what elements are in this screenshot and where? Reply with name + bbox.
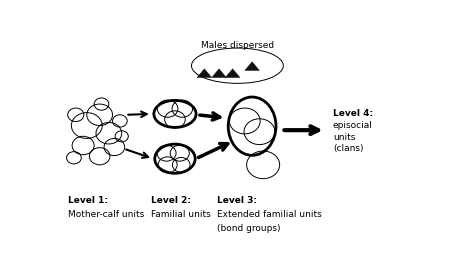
Polygon shape	[197, 69, 212, 78]
Text: Level 2:: Level 2:	[151, 196, 191, 205]
Text: Familial units: Familial units	[151, 210, 211, 219]
Polygon shape	[212, 69, 227, 78]
Polygon shape	[225, 69, 240, 78]
Text: Males dispersed: Males dispersed	[201, 41, 274, 50]
Text: episocial: episocial	[333, 121, 373, 130]
Text: Extended familial units: Extended familial units	[217, 210, 322, 219]
Text: Level 4:: Level 4:	[333, 109, 373, 118]
Polygon shape	[245, 62, 259, 71]
Text: Level 3:: Level 3:	[217, 196, 257, 205]
Text: units: units	[333, 133, 356, 142]
Text: (bond groups): (bond groups)	[217, 224, 281, 233]
Text: Level 1:: Level 1:	[68, 196, 109, 205]
Text: (clans): (clans)	[333, 144, 364, 153]
Text: Mother-calf units: Mother-calf units	[68, 210, 145, 219]
